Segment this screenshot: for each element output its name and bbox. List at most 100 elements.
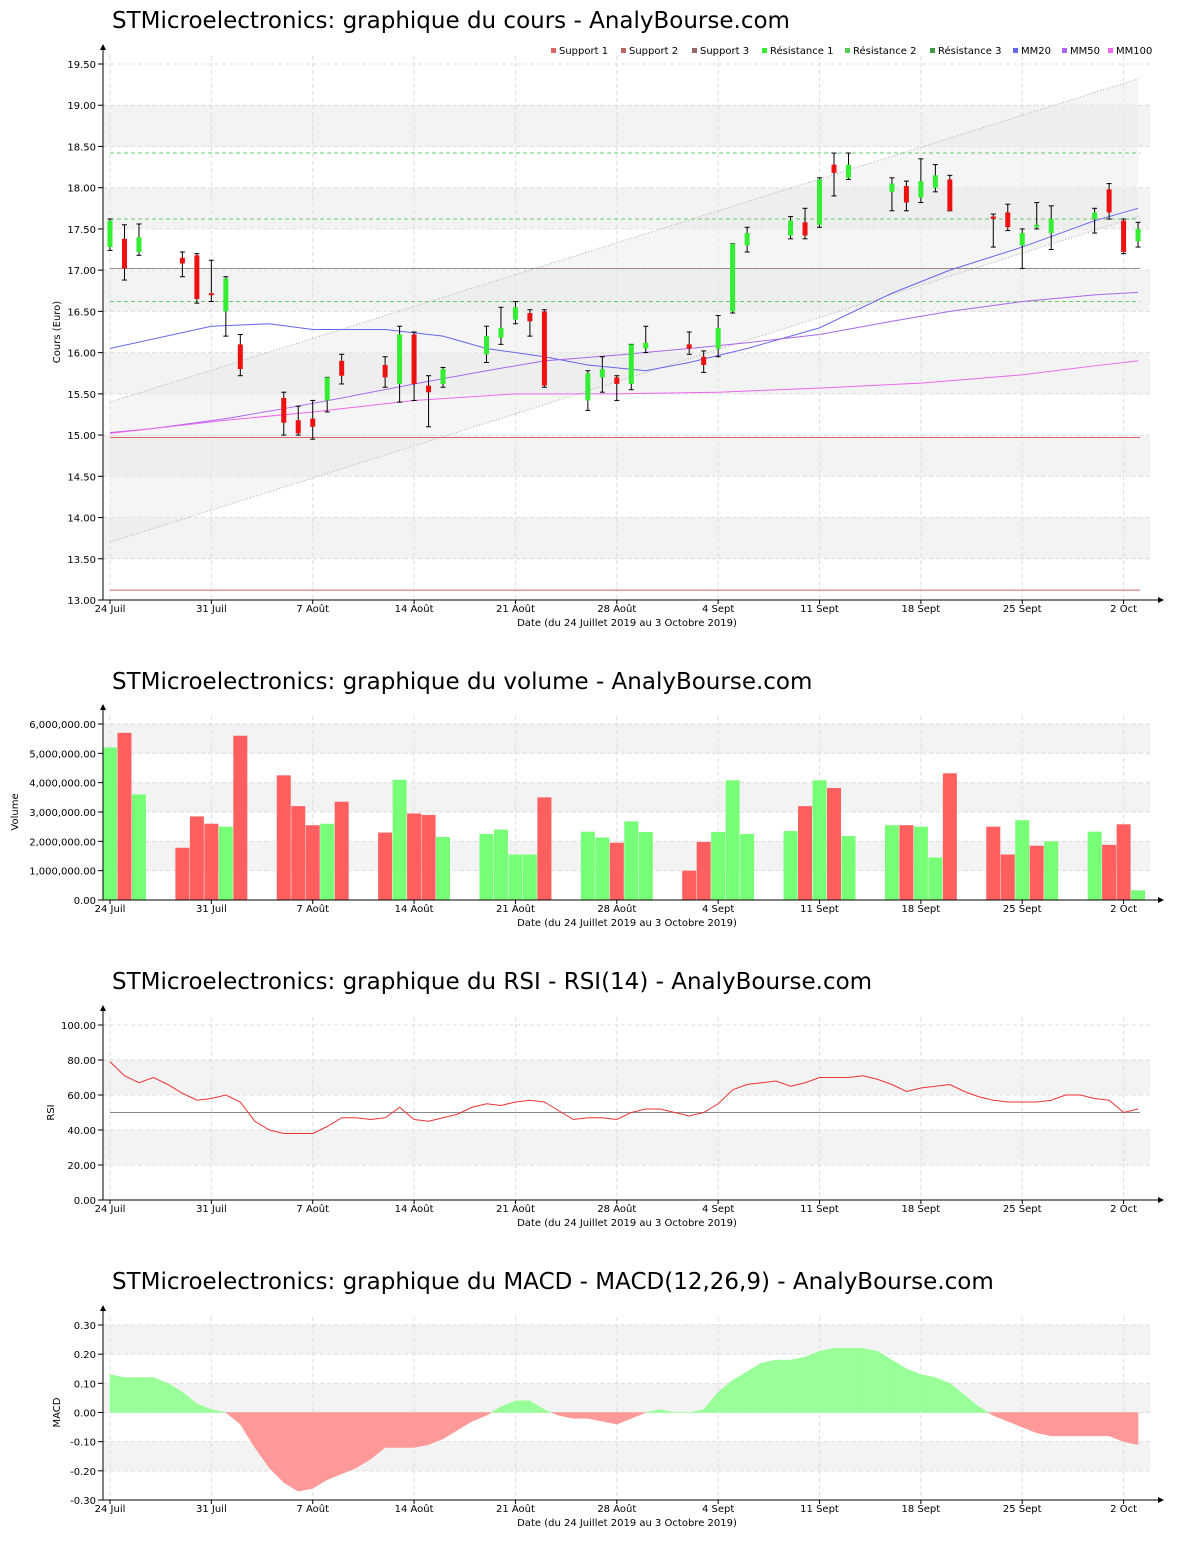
legend-swatch <box>621 48 626 53</box>
candle <box>643 325 649 354</box>
x-tick-label: 4 Sept <box>702 904 734 915</box>
y-tick-label: 0.00 <box>74 1409 96 1420</box>
legend-swatch <box>845 48 850 53</box>
candle-body <box>730 243 736 312</box>
volume-bar <box>407 813 422 900</box>
candle <box>1048 205 1054 251</box>
legend-label: Support 1 <box>559 46 608 57</box>
y-axis-arrow <box>100 704 106 710</box>
y-tick-label: 0.10 <box>74 1379 96 1390</box>
x-tick-label: 18 Sept <box>902 1504 941 1515</box>
candle-body <box>382 364 388 378</box>
y-tick-label: -0.20 <box>70 1467 96 1478</box>
candle-body <box>426 385 432 393</box>
volume-chart-title: STMicroelectronics: graphique du volume … <box>112 669 813 695</box>
candle <box>339 353 345 385</box>
volume-bar <box>320 823 335 900</box>
x-tick-label: 25 Sept <box>1003 1504 1042 1515</box>
x-tick-label: 28 Août <box>597 603 636 615</box>
x-tick-label: 25 Sept <box>1003 604 1042 615</box>
x-axis-arrow <box>1158 1497 1164 1503</box>
rsi-chart-title: STMicroelectronics: graphique du RSI - R… <box>112 969 873 995</box>
volume-bar <box>218 826 233 900</box>
volume-bar <box>812 780 827 900</box>
candle <box>817 177 823 228</box>
grid-band <box>103 352 1150 394</box>
volume-bar <box>942 773 957 900</box>
y-tick-label: 40.00 <box>67 1126 96 1137</box>
candle-body <box>715 327 721 349</box>
candle-body <box>918 181 924 198</box>
candle <box>208 259 214 302</box>
mm20-line <box>109 207 1139 372</box>
candle <box>701 350 707 373</box>
plot-background <box>103 56 1150 601</box>
macd-chart: -0.30 -0.20 -0.10 0.00 0.10 0.20 0.30 24 Juil 31… <box>52 1305 1164 1529</box>
legend-item: Résistance 3 <box>930 45 1001 57</box>
y-tick-label: 15.50 <box>67 390 96 401</box>
y-tick-label: 1,000,000.00 <box>29 867 96 878</box>
candle <box>744 226 750 253</box>
candle-body <box>947 179 953 211</box>
volume-bar <box>522 854 537 900</box>
x-tick-label: 25 Sept <box>1003 1204 1042 1215</box>
y-tick-label: -0.30 <box>70 1496 96 1507</box>
grid-band <box>103 1060 1150 1095</box>
grid-band <box>103 187 1150 229</box>
x-tick-label: 14 Août <box>395 603 434 615</box>
volume-bar <box>725 780 740 900</box>
legend-item: Support 3 <box>692 46 749 57</box>
x-tick-label: 21 Août <box>496 1203 535 1215</box>
y-tick-label: 16.50 <box>67 307 96 318</box>
y-tick-label: 60.00 <box>67 1091 96 1102</box>
axes: 13.00 13.50 14.00 14.50 15.00 15.50 16.00 16.50… <box>52 44 1164 629</box>
candle <box>136 223 142 256</box>
x-tick-label: 7 Août <box>296 1503 329 1515</box>
grid-band <box>103 724 1150 754</box>
legend-swatch <box>762 48 767 53</box>
x-tick-label: 28 Août <box>597 903 636 915</box>
volume-bar <box>711 831 726 900</box>
volume-bar <box>1015 820 1030 900</box>
y-tick-label: 18.50 <box>67 142 96 153</box>
x-tick-label: 18 Sept <box>902 1204 941 1215</box>
volume-bar <box>1000 854 1015 900</box>
candle-body <box>903 186 909 203</box>
candle <box>382 356 388 388</box>
candle-body <box>990 216 996 220</box>
volume-bar <box>1131 890 1146 900</box>
candle <box>397 325 403 403</box>
x-tick-label: 11 Sept <box>800 604 839 615</box>
volume-bar <box>117 732 132 900</box>
macd-negative-area <box>225 1412 1139 1492</box>
candle-body <box>831 164 837 173</box>
volume-bar <box>189 816 204 900</box>
grid-band <box>103 1325 1150 1355</box>
candle <box>730 243 736 314</box>
candle-body <box>701 356 707 365</box>
volume-bar <box>827 787 841 900</box>
candle-body <box>498 327 504 338</box>
volume-bar <box>884 825 899 900</box>
y-tick-label: -0.10 <box>70 1438 96 1449</box>
candle <box>715 315 721 358</box>
candle-body <box>1019 233 1025 246</box>
candle-body <box>932 175 938 188</box>
legend-item: Résistance 1 <box>762 45 833 57</box>
candle <box>483 325 489 364</box>
x-tick-label: 28 Août <box>597 1203 636 1215</box>
candle <box>599 356 605 393</box>
volume-bar <box>1116 824 1131 900</box>
candle <box>1034 202 1040 230</box>
candles <box>107 152 1141 440</box>
x-tick-label: 14 Août <box>395 903 434 915</box>
candle <box>918 158 924 204</box>
y-tick-label: 4,000,000.00 <box>29 779 96 790</box>
x-axis-arrow <box>1158 597 1164 603</box>
candle <box>802 207 808 240</box>
y-axis-arrow <box>100 44 106 50</box>
candle-body <box>1048 219 1054 234</box>
x-tick-label: 31 Juil <box>196 604 227 615</box>
x-tick-label: 14 Août <box>395 1503 434 1515</box>
candle <box>1092 207 1098 234</box>
